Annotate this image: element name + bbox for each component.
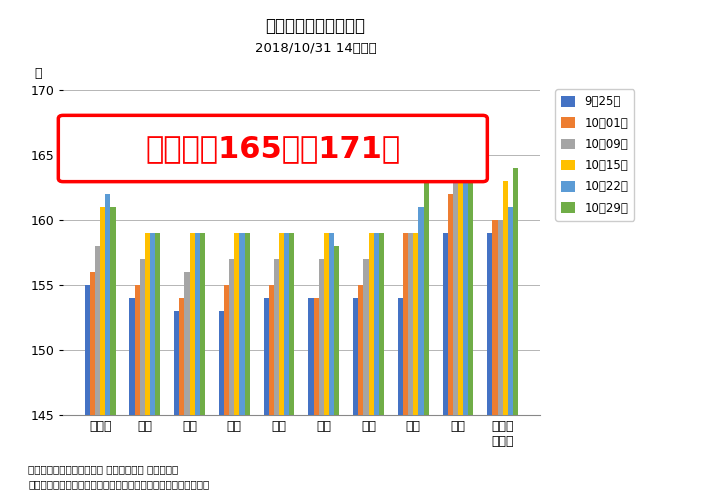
Bar [111,207,116,500]
Bar [329,233,334,500]
Text: 円: 円 [34,67,42,80]
Bar [135,285,139,500]
Bar [458,155,463,500]
Bar [363,259,369,500]
Bar [442,233,448,500]
Bar [139,259,145,500]
Bar [155,233,161,500]
Text: 委託元：資源エネルギー庁 資源・燃料部 石油流通課: 委託元：資源エネルギー庁 資源・燃料部 石油流通課 [28,464,178,474]
Bar [448,194,453,500]
Bar [190,233,195,500]
Bar [224,285,229,500]
Bar [468,155,473,500]
Bar [492,220,498,500]
Bar [423,168,428,500]
Bar [308,298,313,500]
Bar [503,181,508,500]
Bar [85,285,90,500]
Bar [274,259,279,500]
Bar [508,207,513,500]
Bar [219,311,224,500]
Bar [150,233,155,500]
Bar [290,233,294,500]
Bar [353,298,358,500]
Bar [184,272,190,500]
Bar [179,298,184,500]
Bar [513,168,518,500]
Bar [245,233,250,500]
Bar [229,259,234,500]
Bar [175,311,179,500]
Bar [463,142,468,500]
Bar [379,233,384,500]
Bar [498,220,503,500]
Bar [105,194,111,500]
Bar [413,233,418,500]
Bar [408,233,413,500]
Bar [403,233,408,500]
Text: 2018/10/31 14時公表: 2018/10/31 14時公表 [254,42,376,56]
Text: 全国平均165円～171円: 全国平均165円～171円 [145,134,400,163]
Legend: 9月25日, 10月01日, 10月09日, 10月15日, 10月22日, 10月29日: 9月25日, 10月01日, 10月09日, 10月15日, 10月22日, 1… [555,90,634,220]
Bar [279,233,284,500]
Bar [319,259,324,500]
Bar [268,285,274,500]
Bar [234,233,240,500]
Bar [369,233,374,500]
Bar [284,233,290,500]
Text: 委託先：（一財）日本エネルギー経済研究所　石油情報センター: 委託先：（一財）日本エネルギー経済研究所 石油情報センター [28,480,210,490]
Bar [95,246,100,500]
FancyBboxPatch shape [58,116,487,182]
Bar [130,298,135,500]
Bar [313,298,319,500]
Bar [453,181,458,500]
Bar [145,233,150,500]
Bar [487,233,492,500]
Bar [374,233,379,500]
Bar [200,233,205,500]
Bar [100,207,105,500]
Bar [358,285,363,500]
Bar [264,298,268,500]
Bar [334,246,339,500]
Bar [195,233,200,500]
Bar [418,207,423,500]
Bar [240,233,245,500]
Bar [90,272,95,500]
Text: 石油製品小売市況調査: 石油製品小売市況調査 [266,18,365,36]
Bar [324,233,329,500]
Bar [397,298,403,500]
